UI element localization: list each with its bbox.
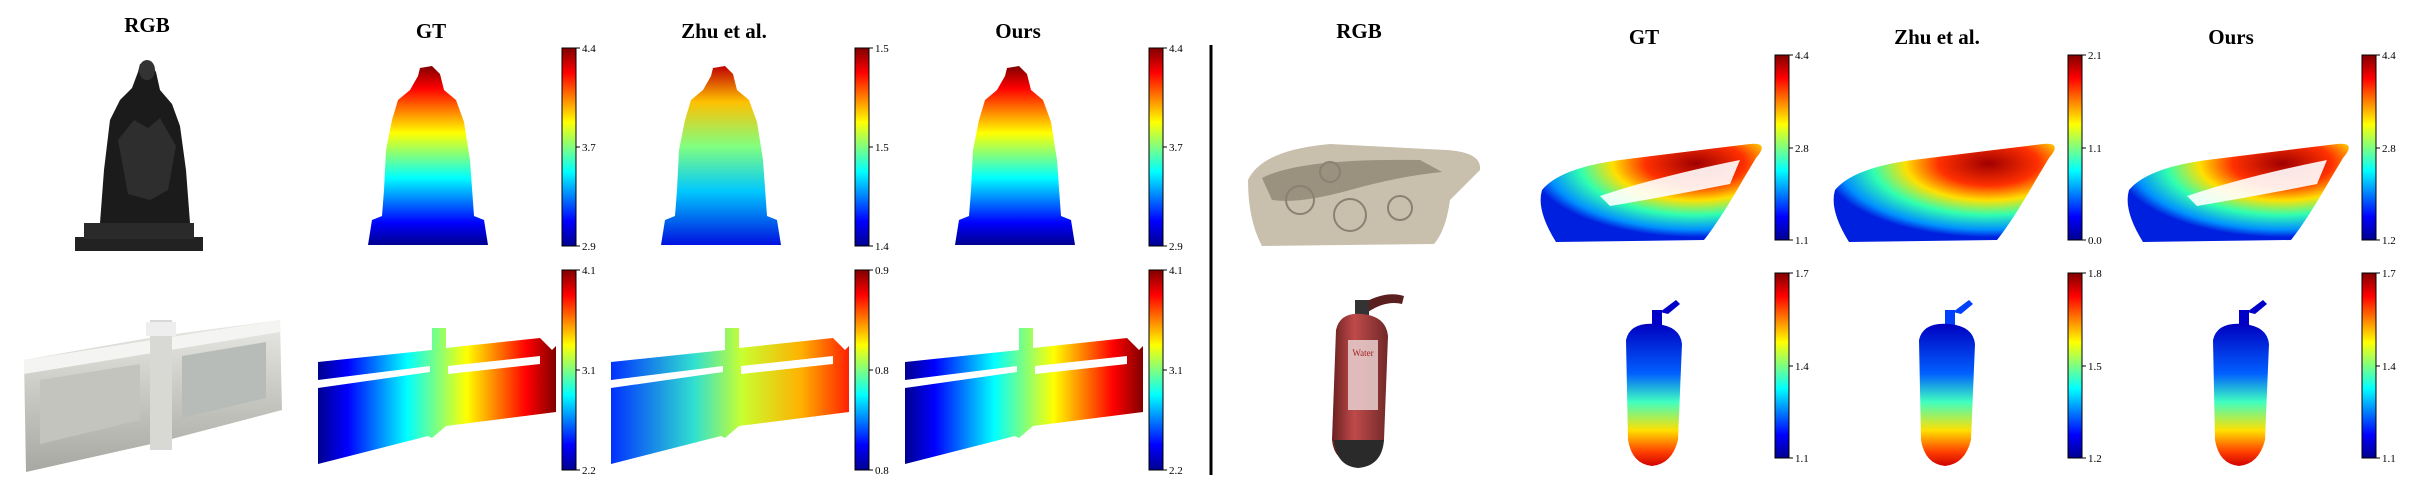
tick-min: 0.0 bbox=[2088, 235, 2102, 247]
gt-railing-depth bbox=[318, 328, 556, 464]
tick-mid: 0.8 bbox=[875, 365, 889, 377]
colorbar-gt-statue: 4.4 3.7 2.9 bbox=[561, 43, 596, 253]
tick-max: 4.4 bbox=[1169, 43, 1183, 55]
zhu-railing-depth bbox=[611, 328, 849, 464]
tick-mid: 2.8 bbox=[2382, 143, 2396, 155]
tick-max: 4.1 bbox=[582, 265, 596, 277]
tick-mid: 1.4 bbox=[1795, 361, 1809, 373]
left-column-titles: RGB GT Zhu et al. Ours bbox=[124, 13, 1041, 43]
col-title-ours-left: Ours bbox=[995, 19, 1041, 43]
right-column-titles: RGB GT Zhu et al. Ours bbox=[1336, 19, 2254, 49]
tick-min: 2.2 bbox=[582, 465, 596, 477]
tick-min: 1.1 bbox=[1795, 235, 1809, 247]
tick-mid: 1.5 bbox=[2088, 361, 2102, 373]
colorbar-zhu-railing: 0.9 0.8 0.8 bbox=[854, 265, 889, 477]
extinguisher-label-text: Water bbox=[1352, 348, 1373, 358]
tick-max: 0.9 bbox=[875, 265, 889, 277]
col-title-gt-left: GT bbox=[416, 19, 446, 43]
col-title-ours-right: Ours bbox=[2208, 25, 2254, 49]
colorbar-ours-extinguisher: 1.7 1.4 1.1 bbox=[2361, 268, 2396, 465]
colorbar-gt-extinguisher: 1.7 1.4 1.1 bbox=[1774, 268, 1809, 465]
tick-max: 4.4 bbox=[1795, 50, 1809, 62]
ours-railing-depth bbox=[905, 328, 1143, 464]
colorbar-ours-bathtub: 4.4 2.8 1.2 bbox=[2361, 50, 2396, 247]
tick-max: 2.1 bbox=[2088, 50, 2102, 62]
colorbar-zhu-extinguisher: 1.8 1.5 1.2 bbox=[2067, 268, 2102, 465]
gt-statue-depth bbox=[368, 66, 488, 245]
zhu-statue-depth bbox=[661, 66, 781, 245]
rgb-extinguisher-image: Water bbox=[1332, 294, 1404, 468]
tick-max: 4.4 bbox=[2382, 50, 2396, 62]
tick-min: 1.2 bbox=[2088, 453, 2102, 465]
tick-max: 1.7 bbox=[1795, 268, 1809, 280]
colorbar-ours-railing: 4.1 3.1 2.2 bbox=[1148, 265, 1183, 477]
tick-min: 1.1 bbox=[2382, 453, 2396, 465]
tick-max: 1.8 bbox=[2088, 268, 2102, 280]
tick-mid: 1.4 bbox=[2382, 361, 2396, 373]
colorbar-gt-bathtub: 4.4 2.8 1.1 bbox=[1774, 50, 1809, 247]
zhu-extinguisher-depth bbox=[1919, 300, 1975, 466]
gt-extinguisher-depth bbox=[1626, 300, 1682, 466]
gt-bathtub-depth bbox=[1540, 143, 1762, 242]
ours-statue-depth bbox=[955, 66, 1075, 245]
ours-extinguisher-depth bbox=[2213, 300, 2269, 466]
colorbar-ours-statue: 4.4 3.7 2.9 bbox=[1148, 43, 1183, 253]
col-title-zhu-right: Zhu et al. bbox=[1894, 25, 1980, 49]
colorbar-zhu-bathtub: 2.1 1.1 0.0 bbox=[2067, 50, 2102, 247]
tick-mid: 3.1 bbox=[1169, 365, 1183, 377]
colorbar-zhu-statue: 1.5 1.5 1.4 bbox=[854, 43, 889, 253]
tick-max: 1.5 bbox=[875, 43, 889, 55]
tick-min: 1.2 bbox=[2382, 235, 2396, 247]
tick-min: 0.8 bbox=[875, 465, 889, 477]
tick-mid: 3.7 bbox=[582, 142, 596, 154]
colorbar-gt-railing: 4.1 3.1 2.2 bbox=[561, 265, 596, 477]
zhu-bathtub-depth bbox=[1833, 143, 2055, 242]
tick-mid: 1.5 bbox=[875, 142, 889, 154]
col-title-gt-right: GT bbox=[1629, 25, 1659, 49]
tick-mid: 1.1 bbox=[2088, 143, 2102, 155]
tick-mid: 3.1 bbox=[582, 365, 596, 377]
tick-mid: 3.7 bbox=[1169, 142, 1183, 154]
tick-min: 2.2 bbox=[1169, 465, 1183, 477]
tick-min: 2.9 bbox=[1169, 241, 1183, 253]
tick-max: 4.4 bbox=[582, 43, 596, 55]
col-title-zhu-left: Zhu et al. bbox=[681, 19, 767, 43]
tick-min: 1.1 bbox=[1795, 453, 1809, 465]
tick-min: 2.9 bbox=[582, 241, 596, 253]
tick-mid: 2.8 bbox=[1795, 143, 1809, 155]
col-title-rgb-right: RGB bbox=[1336, 19, 1382, 43]
ours-bathtub-depth bbox=[2127, 143, 2349, 242]
rgb-statue-image bbox=[75, 60, 203, 251]
tick-max: 4.1 bbox=[1169, 265, 1183, 277]
rgb-railing-image bbox=[24, 320, 282, 472]
rgb-bathtub-image bbox=[1248, 144, 1481, 246]
col-title-rgb-left: RGB bbox=[124, 13, 170, 37]
tick-max: 1.7 bbox=[2382, 268, 2396, 280]
tick-min: 1.4 bbox=[875, 241, 889, 253]
